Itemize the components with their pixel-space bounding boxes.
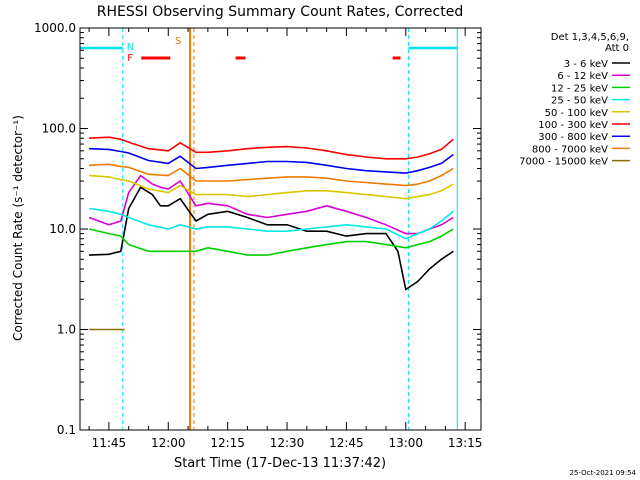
series-line — [88, 228, 454, 256]
y-tick-label: 10.0 — [49, 222, 76, 236]
series-line — [89, 174, 454, 200]
x-tick-label: 11:45 — [92, 436, 127, 450]
legend-entry-label: 300 - 800 keV — [538, 132, 608, 143]
y-tick-label: 1.0 — [57, 323, 76, 337]
axes — [79, 27, 482, 431]
x-tick-label: 12:15 — [210, 436, 245, 450]
saa-marker-label: S — [175, 36, 181, 47]
y-tick-label: 0.1 — [57, 423, 76, 437]
flare-marker-label: F — [127, 53, 133, 64]
x-tick-label: 12:45 — [329, 436, 364, 450]
legend-entry-label: 12 - 25 keV — [551, 83, 608, 94]
series-line — [89, 186, 454, 291]
night-marker-label: N — [127, 42, 134, 53]
chart-title: RHESSI Observing Summary Count Rates, Co… — [97, 4, 463, 20]
series-lines — [88, 136, 454, 331]
event-markers: NF S — [79, 28, 458, 430]
legend-entry-label: 3 - 6 keV — [564, 59, 608, 70]
legend-entry-label: 6 - 12 keV — [557, 71, 608, 82]
legend-attenuator-line: Att 0 — [605, 43, 629, 54]
x-axis-label: Start Time (17-Dec-13 11:37:42) — [174, 456, 386, 471]
series-line — [89, 147, 454, 174]
series-line — [88, 207, 454, 240]
x-tick-label: 13:15 — [448, 436, 483, 450]
y-axis-label: Corrected Count Rate (s⁻¹ detector⁻¹) — [11, 115, 25, 341]
footer-date: 25-Oct-2021 09:54 — [570, 469, 637, 477]
legend-entry-label: 50 - 100 keV — [545, 108, 609, 119]
legend-entry-label: 100 - 300 keV — [538, 120, 608, 131]
series-line — [89, 136, 454, 160]
x-tick-label: 13:00 — [388, 436, 423, 450]
y-tick-label: 100.0 — [42, 122, 76, 136]
x-tick-label: 12:30 — [270, 436, 305, 450]
series-line — [88, 174, 454, 235]
plot-background — [80, 28, 481, 430]
y-tick-label: 1000.0 — [34, 21, 76, 35]
tick-labels: 1000.0 100.0 10.0 1.0 0.1 11:45 12:00 12:15 12:3… — [34, 21, 482, 450]
legend-detector-line: Det 1,3,4,5,6,9, — [551, 32, 629, 43]
x-tick-label: 12:00 — [151, 436, 186, 450]
series-line — [89, 163, 454, 187]
plot-area — [80, 28, 481, 430]
legend-entry-label: 800 - 7000 keV — [532, 144, 608, 155]
legend-entry-label: 25 - 50 keV — [551, 96, 608, 107]
legend-entry-label: 7000 - 15000 keV — [519, 157, 608, 168]
